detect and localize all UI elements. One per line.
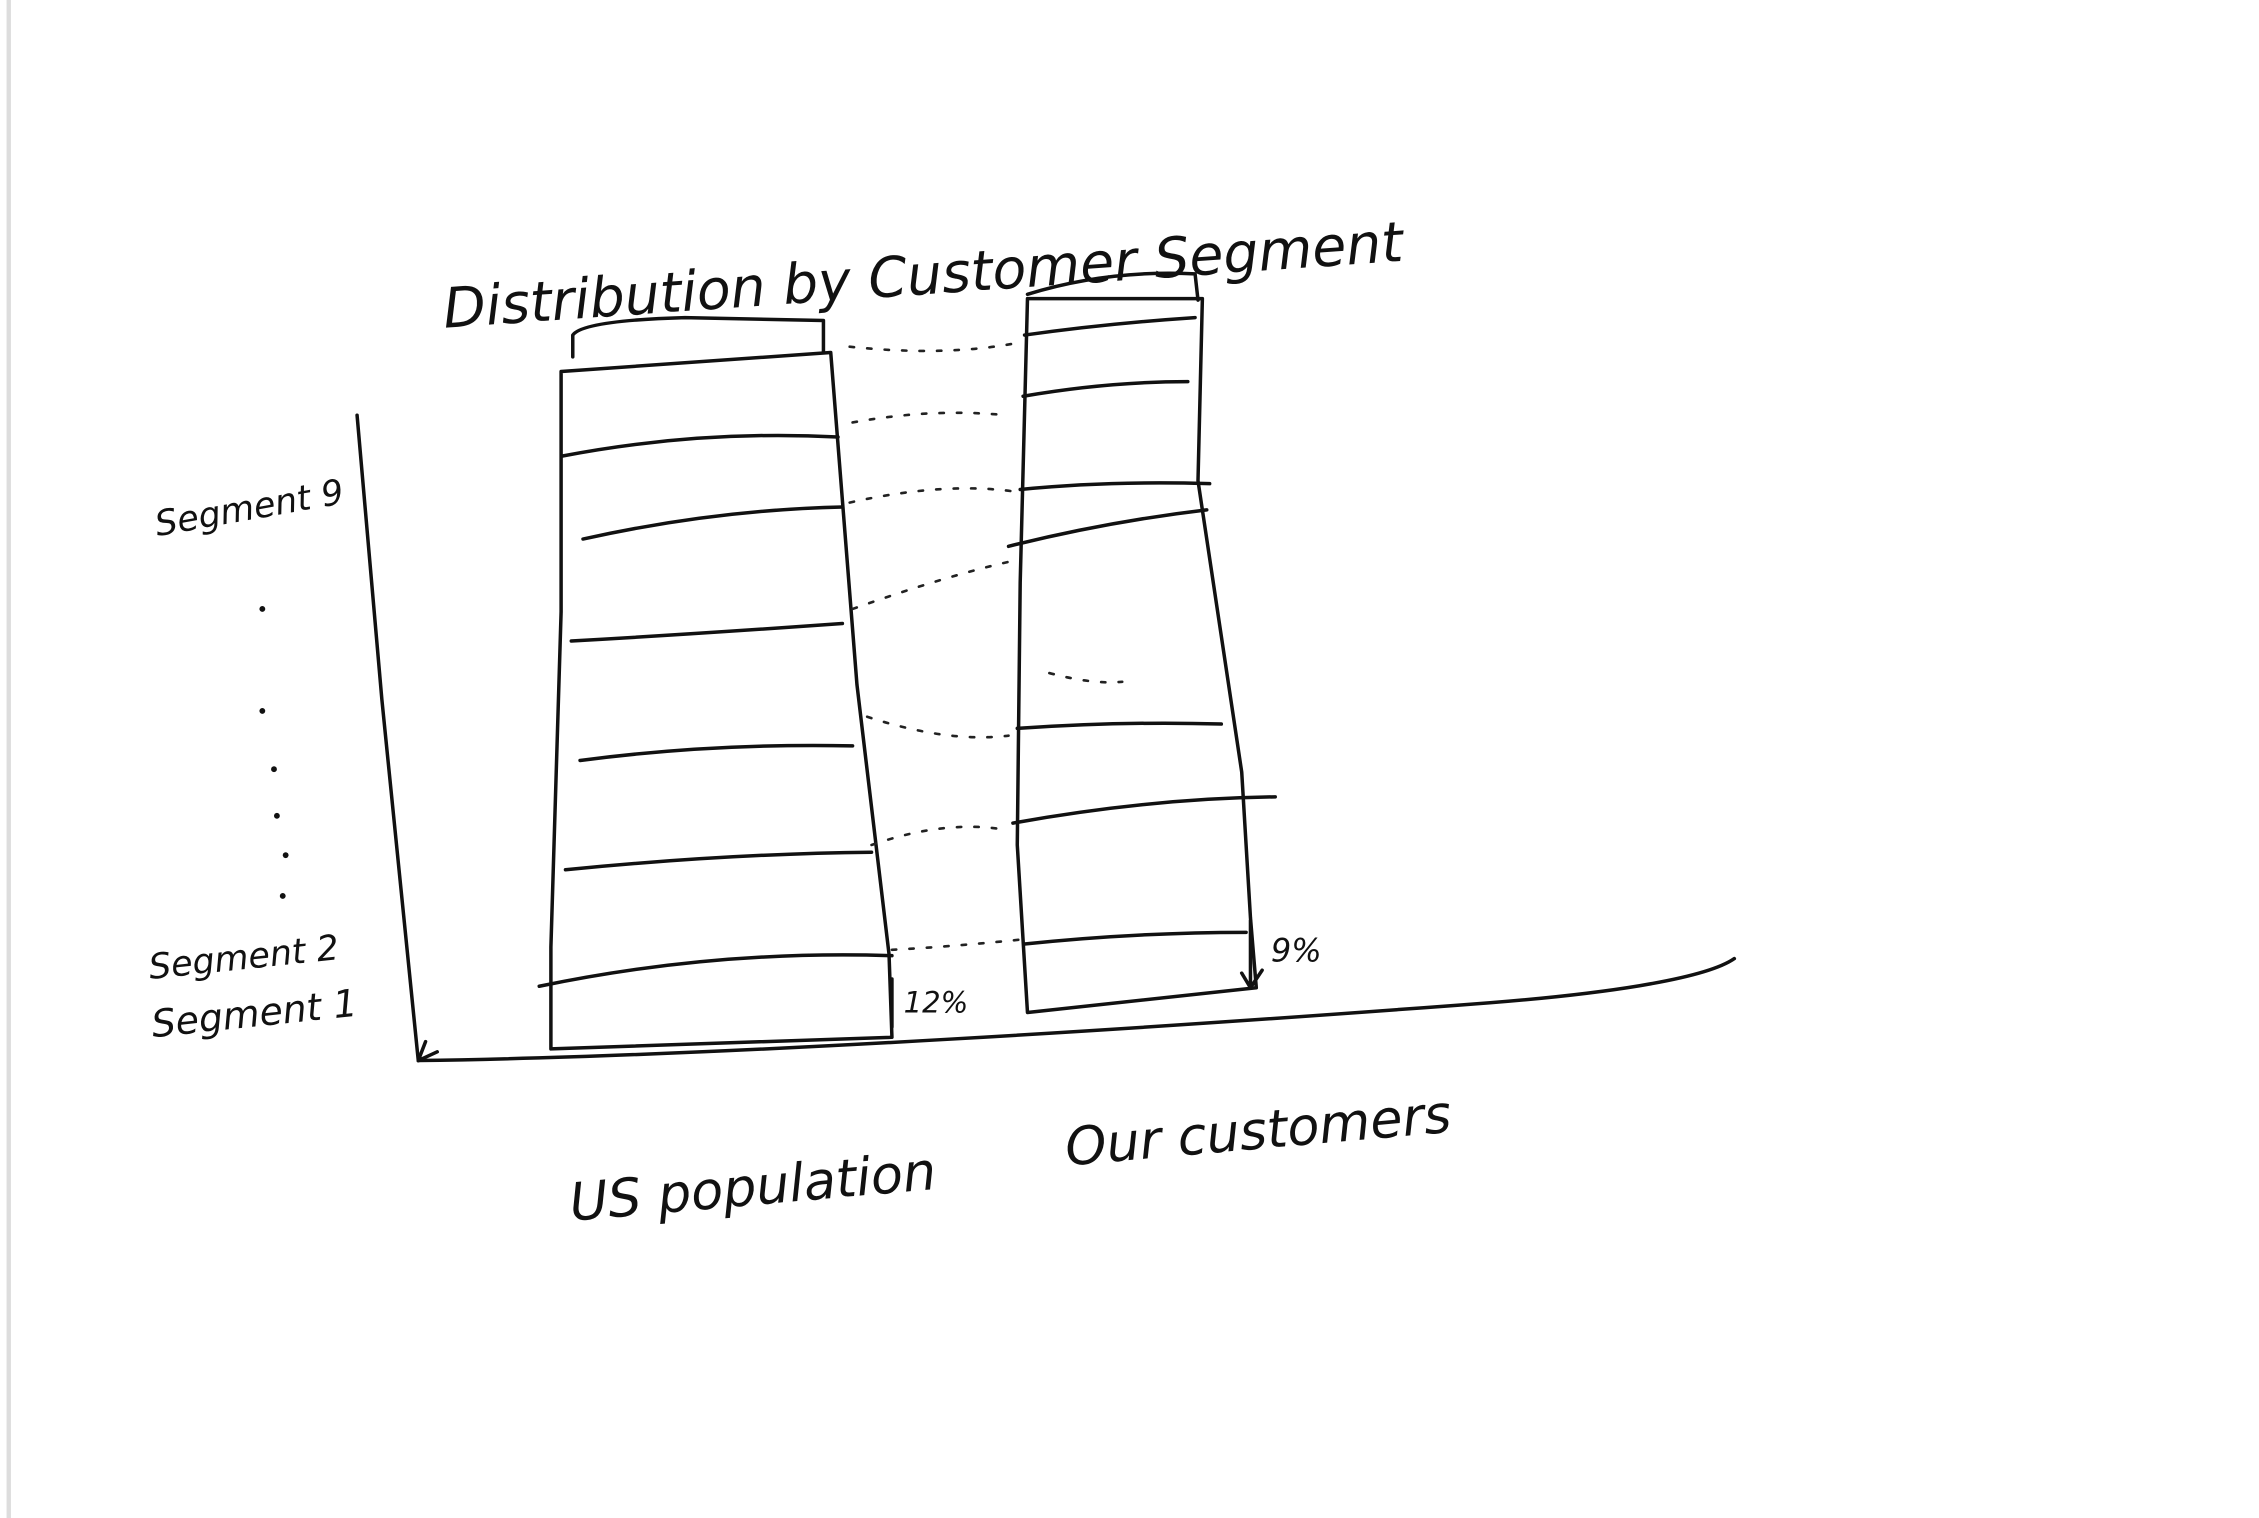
column-outline — [1015, 296, 1259, 1015]
annotation: 9% — [1271, 932, 1322, 970]
annotation: 12% — [904, 985, 969, 1019]
y-axis — [355, 413, 421, 1063]
x-axis — [416, 956, 1737, 1063]
segment-lines — [1006, 315, 1277, 990]
segment-lines — [537, 433, 894, 989]
column-outline — [549, 350, 894, 1051]
column-cap — [571, 315, 826, 359]
column-cap — [1025, 271, 1200, 302]
ellipsis-dots — [259, 606, 289, 899]
connectors — [848, 341, 1124, 952]
